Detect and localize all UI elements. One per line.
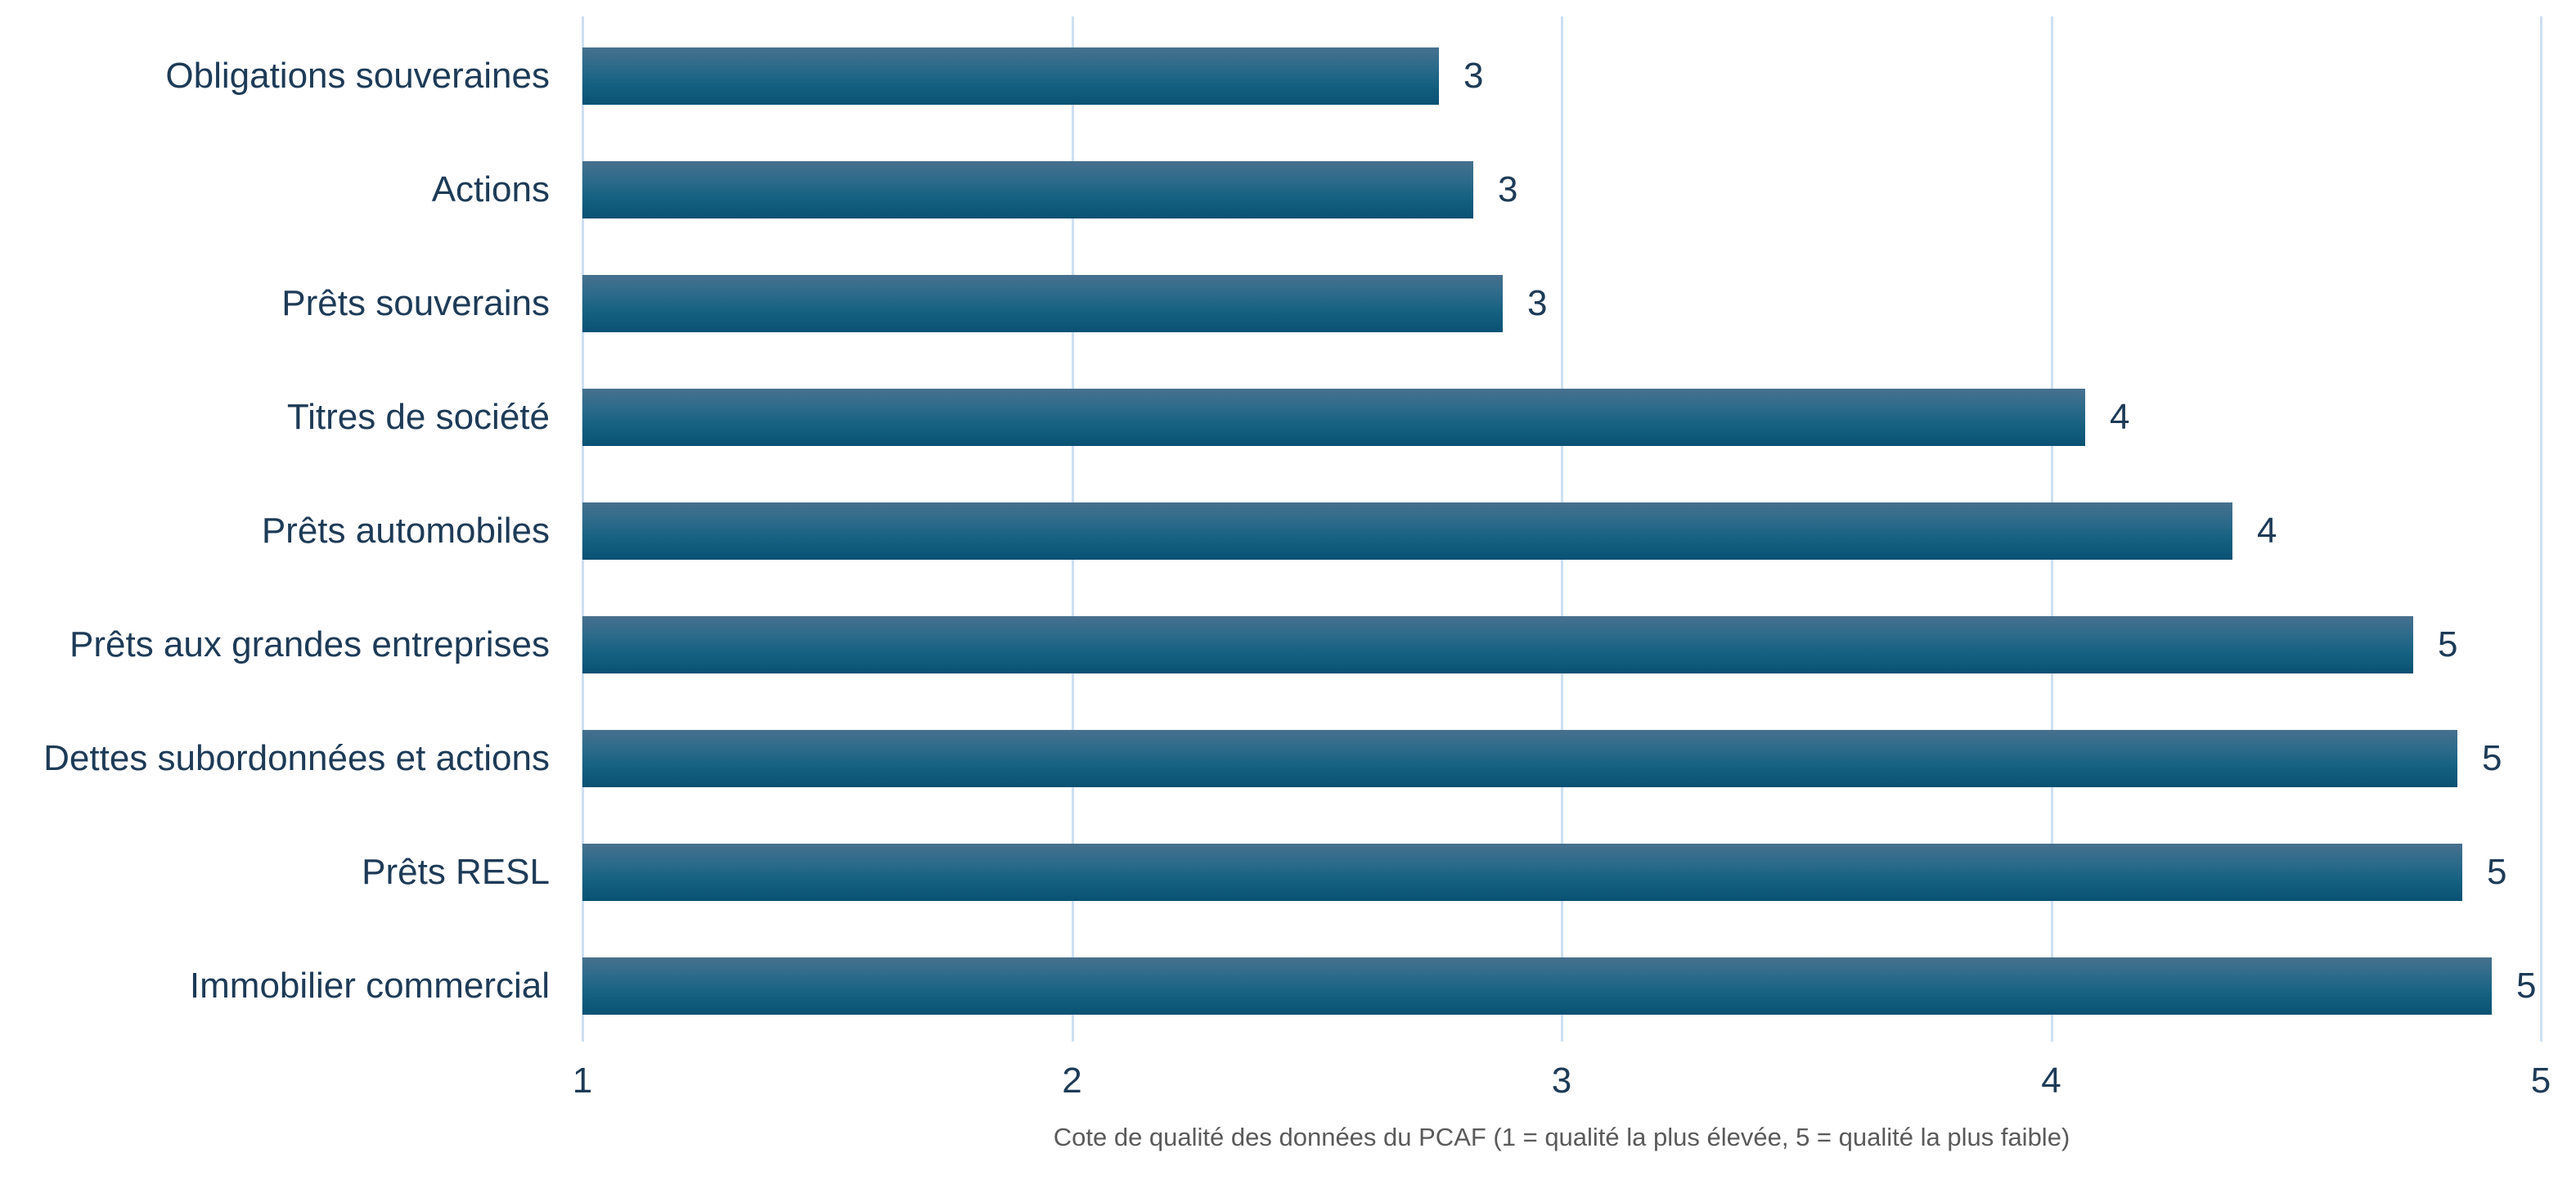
value-label: 3: [1463, 56, 1484, 96]
x-axis-title: Cote de qualité des données du PCAF (1 =…: [1053, 1123, 2070, 1151]
x-tick-label: 2: [1062, 1061, 1082, 1101]
x-axis: 1 2 3 4 5: [573, 1061, 2551, 1106]
category-label: Prêts RESL: [362, 852, 550, 892]
bar: [582, 957, 2492, 1015]
value-label: 5: [2482, 738, 2502, 778]
value-label: 3: [1527, 283, 1548, 323]
x-tick-label: 1: [572, 1061, 593, 1101]
bar: [582, 161, 1473, 218]
gridline: [2540, 16, 2542, 1042]
value-label: 4: [2257, 511, 2277, 551]
x-tick-label: 3: [1551, 1061, 1572, 1101]
bar: [582, 616, 2413, 673]
bar: [582, 47, 1439, 105]
bar: [582, 389, 2085, 446]
category-label: Obligations souveraines: [165, 56, 550, 96]
category-label: Immobilier commercial: [189, 966, 550, 1006]
bar: [582, 502, 2232, 560]
value-label: 5: [2516, 966, 2537, 1006]
x-tick-label: 5: [2530, 1061, 2551, 1101]
category-label: Dettes subordonnées et actions: [43, 738, 550, 778]
category-label: Titres de société: [286, 397, 550, 437]
category-label: Prêts souverains: [281, 283, 550, 323]
bar: [582, 844, 2462, 901]
category-label: Prêts aux grandes entreprises: [70, 624, 550, 664]
category-axis: Obligations souveraines Actions Prêts souv…: [0, 16, 550, 1042]
bar: [582, 275, 1503, 332]
value-label: 5: [2487, 852, 2507, 892]
value-label: 5: [2438, 624, 2458, 664]
category-label: Prêts automobiles: [261, 511, 550, 551]
x-tick-label: 4: [2041, 1061, 2061, 1101]
category-label: Actions: [431, 169, 550, 209]
bar: [582, 730, 2457, 787]
value-label: 4: [2110, 397, 2130, 437]
value-label: 3: [1498, 169, 1518, 209]
plot-area: 3 3 3 4 4 5 5 5 5: [582, 16, 2542, 1042]
